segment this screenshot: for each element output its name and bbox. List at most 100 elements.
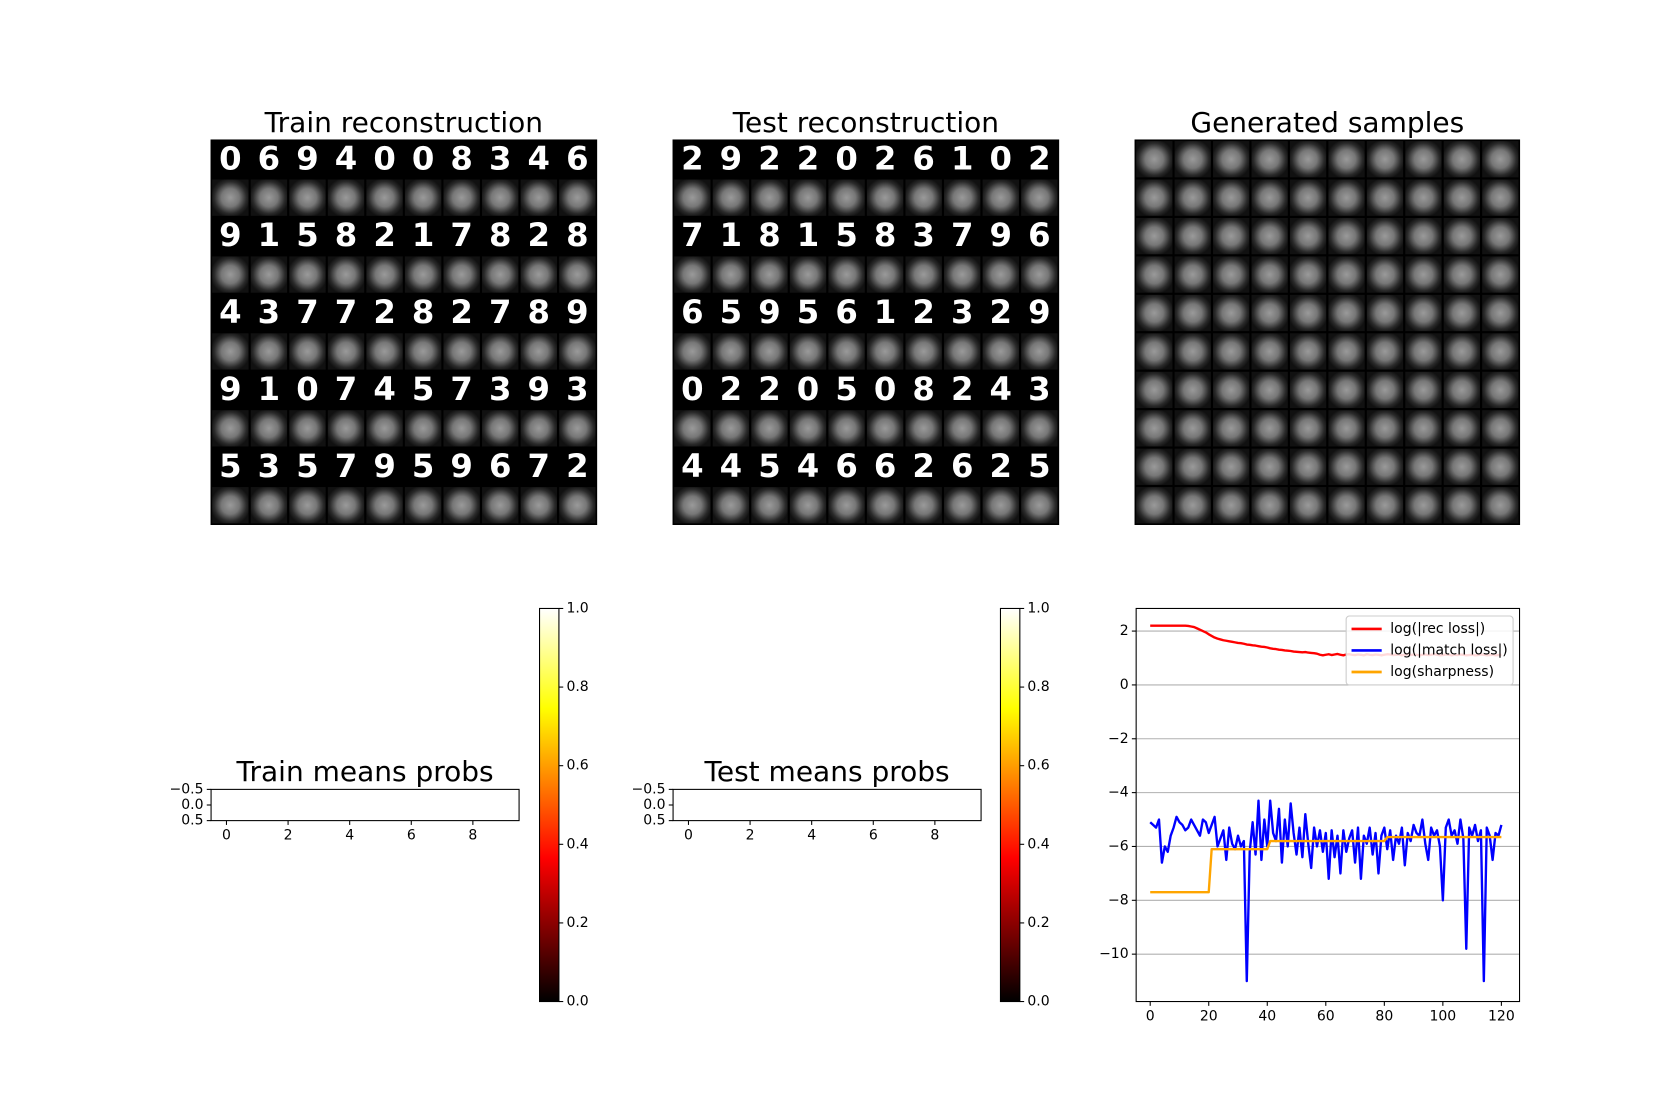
- digit: 0: [835, 139, 857, 177]
- reconstruction-blob: [327, 333, 365, 370]
- reconstruction-blob: [1405, 141, 1442, 178]
- x-tick-label: 0: [222, 828, 231, 844]
- series-line: [1149, 799, 1503, 983]
- reconstruction-blob: [751, 410, 788, 447]
- reconstruction-blob: [289, 410, 326, 447]
- reconstruction-blob: [712, 487, 750, 524]
- reconstruction-blob: [327, 179, 365, 216]
- digit: 2: [874, 139, 896, 177]
- subplot-title: Train reconstruction: [264, 106, 543, 139]
- digit: 3: [489, 370, 511, 408]
- reconstruction-blob: [1366, 487, 1404, 524]
- reconstruction-blob: [289, 487, 326, 524]
- reconstruction-blob: [1136, 371, 1173, 409]
- digit: 9: [296, 139, 318, 177]
- reconstruction-blob: [789, 333, 827, 370]
- colorbar-tick-label: 0.8: [1027, 679, 1049, 695]
- digit: 4: [797, 447, 819, 485]
- reconstruction-blob: [712, 333, 750, 370]
- reconstruction-blob: [1328, 487, 1365, 524]
- reconstruction-blob: [1136, 179, 1173, 216]
- reconstruction-blob: [1174, 371, 1211, 409]
- colorbar-tick-label: 0.2: [1027, 915, 1049, 931]
- digit: 0: [412, 139, 434, 177]
- digit: 9: [566, 293, 588, 331]
- reconstruction-blob: [1136, 256, 1173, 293]
- reconstruction-blob: [1021, 256, 1058, 293]
- reconstruction-blob: [1482, 141, 1519, 178]
- reconstruction-blob: [1405, 256, 1442, 293]
- reconstruction-blob: [443, 179, 480, 216]
- reconstruction-blob: [1136, 333, 1173, 370]
- digit: 7: [296, 293, 318, 331]
- digit: 1: [412, 216, 434, 254]
- reconstruction-blob: [1136, 217, 1173, 255]
- y-tick-label: 0.5: [643, 813, 665, 829]
- digit: 0: [990, 139, 1012, 177]
- reconstruction-blob: [1213, 448, 1250, 485]
- digit: 4: [219, 293, 241, 331]
- digit: 8: [566, 216, 588, 254]
- x-tick-label: 40: [1258, 1009, 1276, 1025]
- reconstruction-blob: [789, 256, 827, 293]
- reconstruction-blob: [944, 333, 981, 370]
- reconstruction-blob: [789, 410, 827, 447]
- digit: 2: [912, 293, 934, 331]
- digit: 3: [912, 216, 934, 254]
- digit: 7: [335, 370, 357, 408]
- reconstruction-blob: [1251, 179, 1288, 216]
- y-tick-label: −4: [1108, 785, 1129, 801]
- reconstruction-blob: [1136, 487, 1173, 524]
- digit: 0: [874, 370, 896, 408]
- digit: 8: [489, 216, 511, 254]
- digit: 5: [1028, 447, 1050, 485]
- reconstruction-blob: [1213, 371, 1250, 409]
- colorbar-tick-label: 0.8: [566, 679, 588, 695]
- reconstruction-blob: [1443, 448, 1481, 485]
- reconstruction-blob: [1328, 448, 1365, 485]
- reconstruction-blob: [366, 487, 403, 524]
- digit: 3: [566, 370, 588, 408]
- reconstruction-blob: [482, 487, 519, 524]
- reconstruction-blob: [1405, 371, 1442, 409]
- reconstruction-blob: [1251, 448, 1288, 485]
- digit: 8: [758, 216, 780, 254]
- reconstruction-blob: [1174, 333, 1211, 370]
- digit: 7: [951, 216, 973, 254]
- digit: 9: [528, 370, 550, 408]
- reconstruction-blob: [866, 256, 904, 293]
- reconstruction-blob: [751, 487, 788, 524]
- reconstruction-blob: [1251, 141, 1288, 178]
- reconstruction-blob: [1021, 179, 1058, 216]
- reconstruction-blob: [1405, 179, 1442, 216]
- reconstruction-blob: [1366, 333, 1404, 370]
- y-tick-label: −0.5: [170, 781, 204, 797]
- reconstruction-blob: [1136, 141, 1173, 178]
- digit: 1: [258, 216, 280, 254]
- reconstruction-blob: [982, 333, 1019, 370]
- reconstruction-blob: [1213, 217, 1250, 255]
- digit: 8: [412, 293, 434, 331]
- y-tick-label: 0.0: [181, 797, 203, 813]
- digit: 0: [681, 370, 703, 408]
- digit: 4: [990, 370, 1012, 408]
- reconstruction-blob: [1443, 371, 1481, 409]
- reconstruction-blob: [1251, 410, 1288, 447]
- reconstruction-blob: [250, 410, 288, 447]
- colorbar-tick-label: 1.0: [566, 600, 588, 616]
- reconstruction-blob: [1251, 256, 1288, 293]
- reconstruction-blob: [712, 256, 750, 293]
- digit: 2: [566, 447, 588, 485]
- reconstruction-blob: [1405, 333, 1442, 370]
- reconstruction-blob: [1328, 179, 1365, 216]
- digit: 3: [1028, 370, 1050, 408]
- reconstruction-blob: [1328, 217, 1365, 255]
- reconstruction-blob: [1251, 217, 1288, 255]
- reconstruction-blob: [1289, 141, 1327, 178]
- reconstruction-blob: [520, 333, 557, 370]
- digit: 1: [720, 216, 742, 254]
- reconstruction-blob: [366, 333, 403, 370]
- reconstruction-blob: [1174, 256, 1211, 293]
- reconstruction-blob: [1482, 487, 1519, 524]
